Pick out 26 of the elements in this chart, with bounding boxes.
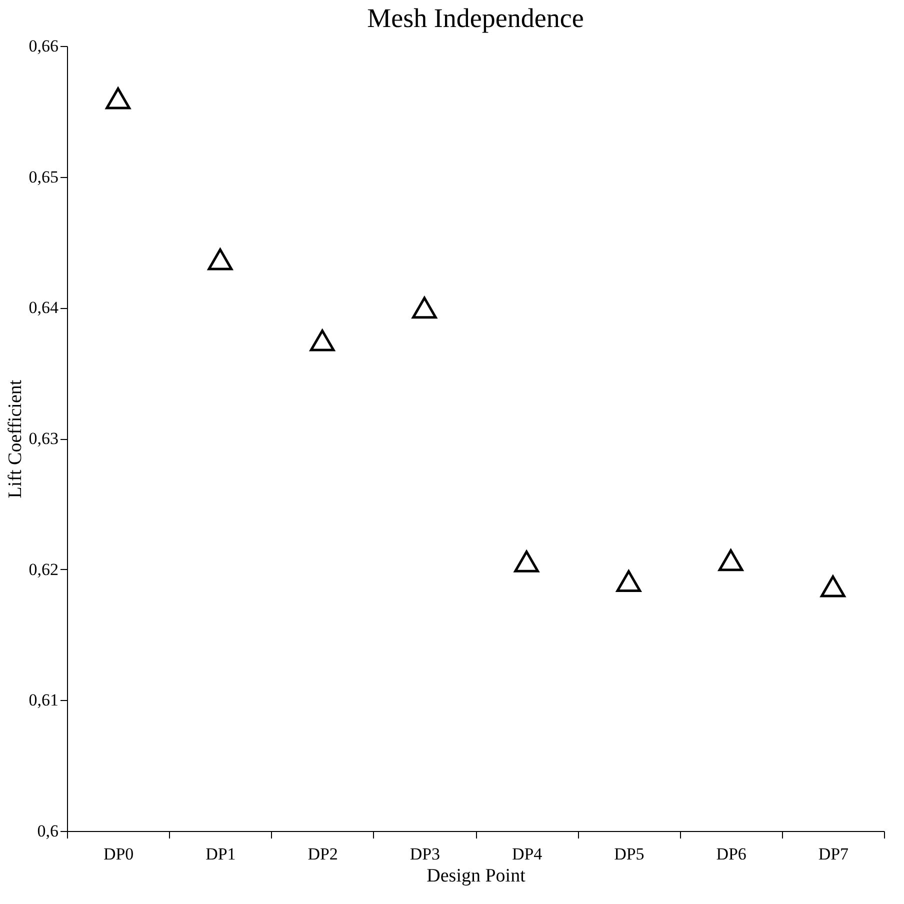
point — [514, 550, 539, 572]
x-tick-label: DP2 — [308, 844, 338, 864]
y-tick-label: 0,63 — [28, 429, 58, 448]
y-tick-label: 0,62 — [28, 560, 58, 579]
x-tick-label: DP0 — [103, 844, 134, 864]
point — [310, 329, 335, 352]
y-axis-title: Lift Coefficient — [4, 379, 26, 498]
y-tick-label: 0,65 — [28, 167, 58, 186]
x-axis-title: Design Point — [426, 866, 526, 886]
point — [208, 248, 233, 270]
y-tick-label: 0,64 — [28, 298, 59, 318]
x-tick-label: DP7 — [818, 844, 850, 864]
chart-title: Mesh Independence — [367, 3, 584, 33]
point — [820, 575, 846, 598]
y-tick-label: 0,6 — [37, 822, 58, 840]
x-tick-label: DP3 — [410, 844, 440, 864]
y-tick-label: 0,66 — [28, 36, 58, 56]
x-tick-label: DP4 — [512, 844, 543, 864]
point — [106, 87, 130, 110]
point — [718, 549, 744, 572]
x-tick-label: DP5 — [614, 844, 644, 864]
point — [616, 570, 642, 592]
y-tick-label: 0,61 — [28, 690, 58, 710]
point — [412, 296, 437, 319]
x-tick-label: DP1 — [206, 844, 236, 864]
x-tick-label: DP6 — [716, 844, 746, 864]
